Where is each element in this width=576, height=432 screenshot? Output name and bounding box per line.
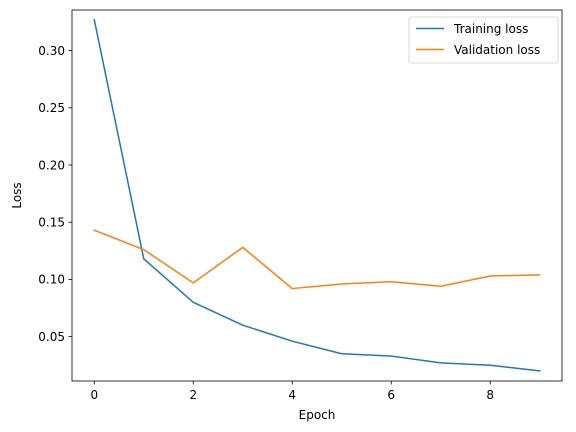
- y-tick-label: 0.10: [38, 273, 65, 287]
- x-axis-ticks: 0 2 4 6 8: [90, 381, 494, 402]
- legend-label: Training loss: [453, 22, 528, 36]
- x-tick-label: 6: [387, 388, 395, 402]
- y-tick-label: 0.20: [38, 158, 65, 172]
- plot-area-frame: [71, 9, 563, 382]
- x-tick-label: 4: [288, 388, 296, 402]
- y-tick-label: 0.15: [38, 216, 65, 230]
- legend-box: [408, 16, 559, 64]
- series-line-0: [93, 18, 541, 372]
- y-tick-label: 0.05: [38, 330, 65, 344]
- y-tick-label: 0.25: [38, 101, 65, 115]
- y-axis-label: Loss: [10, 182, 24, 208]
- y-tick-label: 0.30: [38, 44, 65, 58]
- legend: Training loss Validation loss: [408, 16, 559, 64]
- y-axis-ticks: 0.05 0.10 0.15 0.20 0.25 0.30: [38, 44, 72, 344]
- x-tick-label: 8: [486, 388, 494, 402]
- x-tick-label: 0: [90, 388, 98, 402]
- legend-label: Validation loss: [454, 43, 540, 57]
- x-axis-label: Epoch: [299, 408, 336, 422]
- series-lines: [93, 18, 541, 372]
- series-line-1: [93, 229, 541, 290]
- x-tick-label: 2: [189, 388, 197, 402]
